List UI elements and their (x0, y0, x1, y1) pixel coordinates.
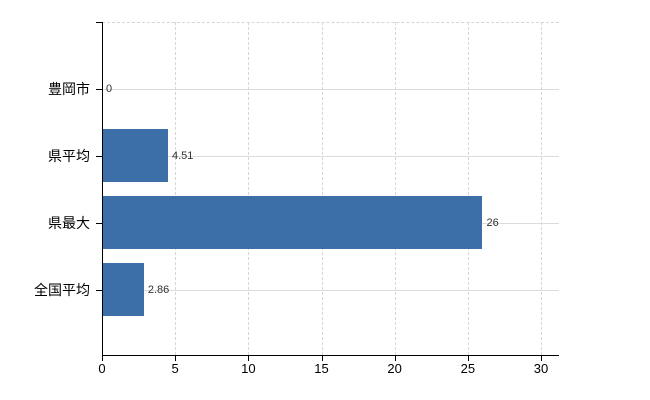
x-tick-label: 25 (460, 361, 476, 376)
x-tick-label: 30 (533, 361, 549, 376)
gridline-v (175, 22, 177, 355)
x-tick-label: 0 (98, 361, 106, 376)
x-tick-mark (248, 356, 250, 361)
bar-value-label: 4.51 (171, 149, 194, 162)
bar (102, 196, 483, 249)
x-tick-mark (175, 356, 177, 361)
plot-top-border (102, 22, 559, 23)
gridline-h (102, 155, 559, 157)
bar (102, 263, 144, 316)
x-tick-label: 20 (387, 361, 402, 376)
bar-value-label: 2.86 (147, 283, 170, 296)
gridline-v (394, 22, 396, 355)
x-tick-mark (541, 356, 542, 361)
gridline-v (248, 22, 250, 355)
y-tick-mark (96, 155, 102, 157)
y-axis-line (102, 22, 103, 356)
x-tick-mark (394, 356, 396, 361)
x-tick-mark (102, 356, 103, 361)
gridline-v (321, 22, 323, 355)
x-tick-label: 5 (171, 361, 179, 376)
bar-value-label: 26 (486, 216, 499, 229)
category-label: 県最大 (48, 214, 90, 231)
x-tick-mark (467, 356, 469, 361)
y-tick-mark (96, 289, 102, 291)
category-label: 豊岡市 (48, 80, 90, 97)
x-tick-mark (321, 356, 323, 361)
category-label: 県平均 (48, 147, 90, 164)
bar (102, 129, 168, 182)
gridline-h (102, 88, 559, 90)
y-tick-mark (96, 88, 102, 90)
gridline-v (467, 22, 469, 355)
bar-value-label: 0 (106, 82, 113, 95)
plot-area: 0 4.51 26 2.86 (102, 22, 559, 355)
category-label: 全国平均 (34, 281, 90, 298)
gridline-v (541, 22, 542, 355)
y-tick-mark (96, 22, 102, 23)
gridline-h (102, 289, 559, 291)
x-tick-label: 15 (314, 361, 329, 376)
y-tick-mark (96, 222, 102, 224)
x-tick-label: 10 (241, 361, 256, 376)
x-axis-line (102, 355, 559, 356)
